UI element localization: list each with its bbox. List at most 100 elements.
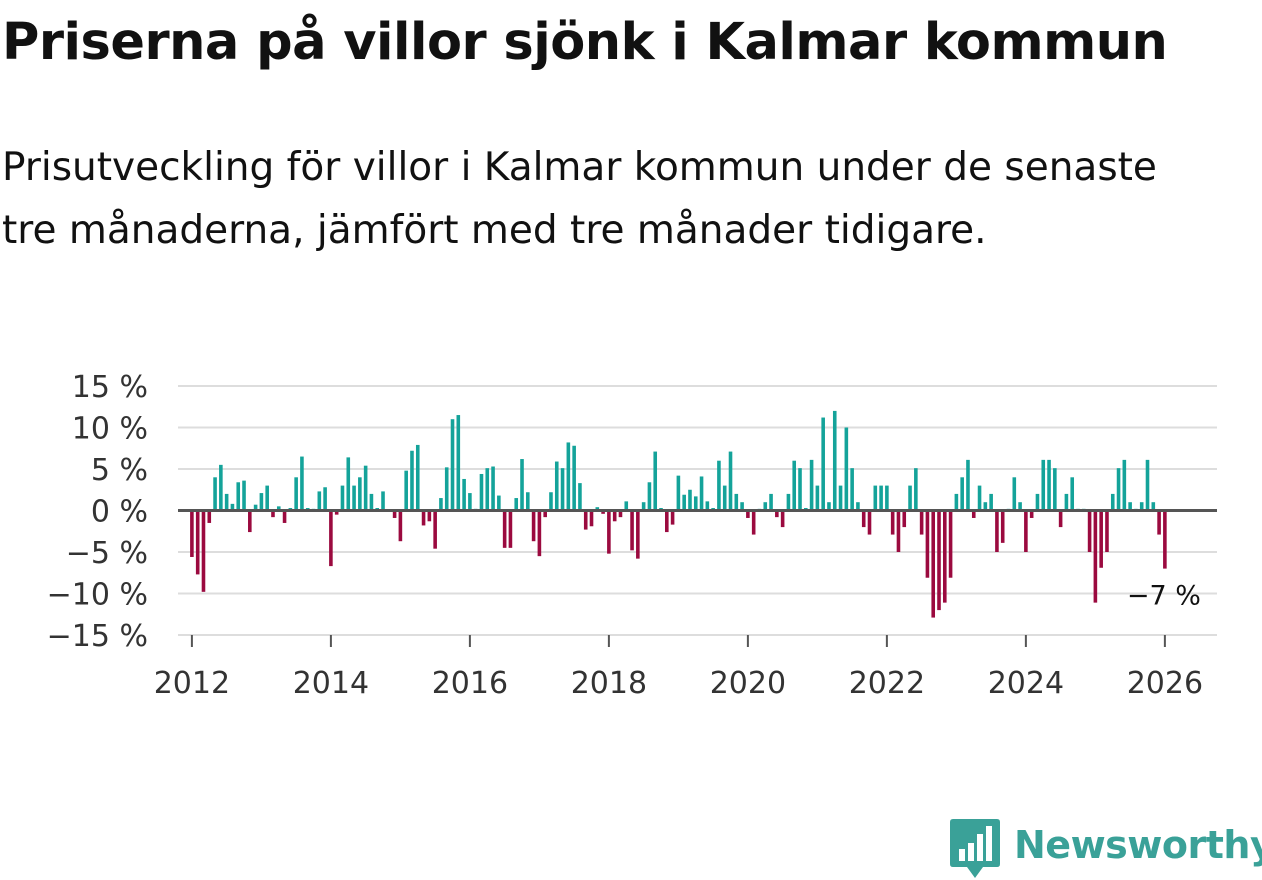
- bar: [948, 510, 953, 578]
- bar: [844, 427, 849, 511]
- bar: [236, 482, 241, 511]
- bar: [722, 485, 727, 511]
- bar: [1018, 502, 1022, 511]
- bar-chart-icon: [950, 819, 1000, 878]
- bar: [821, 417, 825, 511]
- bar: [717, 460, 721, 511]
- bar: [213, 477, 217, 511]
- bar: [566, 442, 571, 511]
- bar: [271, 510, 275, 518]
- bar: [966, 459, 970, 511]
- bar: [838, 485, 843, 511]
- bar: [589, 510, 594, 527]
- bar: [647, 482, 652, 511]
- bar: [462, 478, 466, 511]
- bar: [381, 491, 385, 511]
- x-tick-label: 2022: [849, 666, 925, 701]
- x-tick-label: 2014: [293, 666, 369, 701]
- bar: [693, 496, 698, 511]
- bar: [983, 502, 988, 511]
- bar: [937, 510, 941, 611]
- bar: [1145, 459, 1150, 511]
- bar: [352, 485, 356, 511]
- bars: [190, 410, 1167, 618]
- bar: [1139, 502, 1144, 511]
- bar: [1024, 510, 1028, 552]
- y-tick-label: 15 %: [72, 370, 148, 405]
- bar: [612, 510, 617, 522]
- bar: [1058, 510, 1063, 528]
- bar: [931, 510, 936, 618]
- bar: [1064, 493, 1069, 511]
- bar: [276, 506, 281, 511]
- bar: [636, 510, 640, 559]
- bar: [468, 493, 472, 511]
- y-tick-label: 10 %: [72, 412, 148, 447]
- bar: [832, 410, 837, 511]
- brand-name: Newsworthy: [1014, 823, 1262, 867]
- bar: [520, 459, 524, 511]
- bar: [641, 502, 646, 511]
- bar: [190, 510, 194, 557]
- bar: [850, 468, 854, 511]
- bar: [792, 460, 797, 511]
- bar: [873, 485, 878, 511]
- bar: [1000, 510, 1005, 543]
- bar: [954, 493, 959, 511]
- bar: [896, 510, 901, 552]
- bar: [943, 510, 947, 603]
- bar: [572, 445, 576, 511]
- bar: [1163, 510, 1167, 569]
- bar: [815, 485, 820, 511]
- bar: [763, 502, 768, 511]
- bar: [867, 510, 872, 535]
- bar: [885, 485, 889, 511]
- bar: [665, 510, 669, 533]
- bar: [346, 457, 351, 511]
- bar: [219, 464, 223, 511]
- bar: [456, 415, 461, 511]
- bar: [740, 502, 744, 511]
- x-tick-label: 2012: [154, 666, 230, 701]
- bar: [734, 493, 739, 511]
- bar: [531, 510, 536, 542]
- bar: [485, 468, 490, 511]
- bar: [1099, 510, 1103, 568]
- bar: [363, 465, 368, 511]
- bar: [450, 419, 455, 511]
- bar: [242, 480, 246, 511]
- bar: [1087, 510, 1092, 552]
- bar: [601, 510, 605, 514]
- bar: [856, 502, 860, 511]
- bar: [398, 510, 403, 542]
- bar: [1012, 477, 1017, 511]
- bar: [775, 510, 779, 518]
- bar: [670, 510, 675, 525]
- bar: [410, 450, 414, 511]
- x-tick-label: 2024: [988, 666, 1064, 701]
- bar: [925, 510, 930, 578]
- bar: [195, 510, 200, 575]
- bar: [705, 501, 710, 511]
- y-tick-label: −15 %: [47, 619, 148, 654]
- bar: [248, 510, 252, 533]
- chart-subtitle: Prisutveckling för villor i Kalmar kommu…: [2, 145, 1157, 253]
- bar: [653, 451, 658, 511]
- bar: [265, 485, 269, 511]
- bar: [728, 451, 733, 511]
- bar-chart: 15 % 10 % 5 % 0 % −5 % −10 % −15 %2012 2014 2016…: [47, 370, 1217, 701]
- bar: [479, 473, 484, 511]
- bar: [1053, 468, 1057, 511]
- bar: [201, 510, 206, 592]
- bar: [977, 485, 982, 511]
- bar: [514, 498, 519, 511]
- labels: 15 % 10 % 5 % 0 % −5 % −10 % −15 %2012 2014 2016…: [47, 370, 1203, 701]
- bar: [230, 503, 235, 511]
- bar: [340, 485, 345, 511]
- x-tick-label: 2026: [1127, 666, 1203, 701]
- last-value-label: −7 %: [1127, 581, 1201, 612]
- bar: [1116, 468, 1121, 511]
- y-tick-label: −5 %: [66, 536, 148, 571]
- bar: [914, 468, 918, 511]
- bar: [334, 510, 339, 515]
